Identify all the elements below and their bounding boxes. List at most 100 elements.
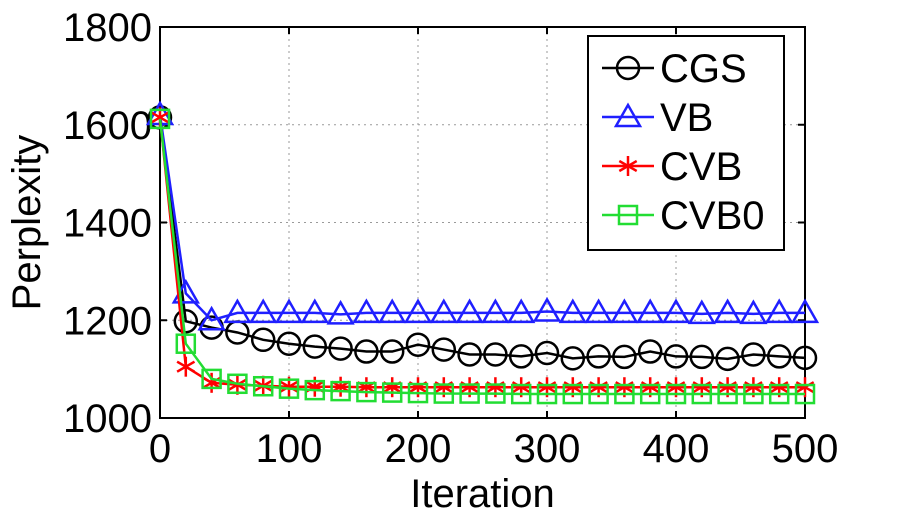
- data-point-cgs: [766, 344, 792, 369]
- data-point-cgs: [534, 340, 560, 366]
- data-point-cgs: [715, 346, 740, 372]
- data-point-vb: [197, 305, 226, 331]
- data-point-cvb0: [252, 375, 274, 397]
- legend-label-cgs: CGS: [660, 47, 747, 91]
- data-point-cgs: [405, 332, 431, 357]
- series-line-cgs: [158, 117, 806, 361]
- x-tick-label: 300: [514, 427, 581, 471]
- data-point-cvb0: [304, 379, 326, 401]
- data-point-cvb: [176, 356, 196, 377]
- legend-item-vb: VB: [602, 96, 713, 140]
- data-point-cvb0: [639, 383, 661, 405]
- data-point-vb: [429, 298, 458, 324]
- asterisk-stroke: [618, 159, 638, 173]
- y-tick-label: 1600: [63, 104, 152, 148]
- series-vb: [145, 100, 820, 331]
- data-point-cgs: [379, 339, 405, 364]
- data-point-vb: [378, 298, 407, 324]
- asterisk-stroke: [176, 360, 196, 373]
- data-point-cvb0: [459, 383, 480, 404]
- data-point-cgs: [457, 342, 482, 367]
- data-point-cgs: [741, 342, 766, 367]
- data-point-vb: [610, 298, 639, 324]
- x-tick-label: 200: [385, 427, 452, 471]
- data-point-vb: [687, 299, 716, 325]
- data-point-cvb0: [536, 383, 558, 405]
- legend-item-cvb0: CVB0: [602, 194, 765, 238]
- data-point-cgs: [508, 344, 534, 369]
- data-point-vb: [790, 298, 820, 324]
- data-point-vb: [739, 299, 768, 325]
- series-line-vb: [158, 114, 805, 322]
- data-point-cgs: [663, 344, 689, 369]
- data-point-cvb0: [691, 383, 713, 405]
- data-point-vb: [249, 298, 278, 324]
- data-point-vb: [455, 298, 484, 324]
- data-point-vb: [713, 298, 742, 324]
- data-point-vb: [558, 298, 587, 324]
- y-tick-label: 1000: [63, 397, 152, 441]
- data-point-cgs: [483, 342, 508, 367]
- data-point-cvb0: [201, 368, 222, 390]
- data-point-vb: [403, 298, 433, 324]
- data-point-cgs: [328, 336, 353, 361]
- data-point-cgs: [276, 331, 302, 356]
- legend-item-cgs: CGS: [602, 47, 747, 91]
- data-point-cvb0: [381, 382, 403, 403]
- x-axis-title: Iteration: [410, 472, 555, 516]
- data-point-cgs: [792, 345, 818, 371]
- data-point-vb: [274, 298, 304, 324]
- data-point-cvb0: [330, 380, 351, 402]
- legend-marker-vb: [613, 102, 643, 128]
- legend: CGS VB CVB CVB0: [587, 35, 785, 251]
- x-tick-label: 100: [256, 427, 323, 471]
- ticks: 0 100 200 300 400 500 1000 1200 1400 1600 1800: [63, 6, 838, 471]
- series-cvb0: [149, 108, 816, 405]
- data-point-cvb0: [717, 383, 738, 405]
- data-point-cvb0: [743, 383, 764, 405]
- data-point-vb: [636, 298, 665, 324]
- data-point-cgs: [302, 334, 328, 359]
- series-line-cvb0: [158, 118, 805, 396]
- data-point-vb: [584, 298, 613, 324]
- data-point-cvb0: [175, 333, 197, 354]
- data-point-cgs: [612, 344, 637, 370]
- data-point-cvb0: [794, 383, 816, 405]
- data-point-cvb0: [510, 383, 532, 405]
- data-point-cgs: [431, 337, 457, 362]
- y-tick-label: 1200: [63, 299, 152, 343]
- y-tick-label: 1800: [63, 6, 152, 50]
- asterisk-stroke: [279, 380, 299, 393]
- data-point-vb: [481, 298, 510, 324]
- data-point-vb: [532, 296, 562, 322]
- legend-label-vb: VB: [660, 96, 713, 140]
- data-point-cvb0: [485, 383, 506, 404]
- data-point-cgs: [354, 339, 379, 364]
- data-point-cgs: [173, 308, 199, 334]
- series: [145, 100, 820, 405]
- asterisk-stroke: [150, 111, 170, 124]
- data-point-cvb0: [278, 378, 300, 399]
- data-point-cvb0: [562, 383, 584, 405]
- x-tick-label: 500: [772, 427, 839, 471]
- data-point-cgs: [637, 339, 663, 364]
- data-point-cvb0: [149, 108, 171, 130]
- data-point-vb: [507, 298, 536, 324]
- legend-marker-cgs: [615, 55, 641, 81]
- legend-marker-cvb0: [617, 204, 639, 226]
- data-point-vb: [326, 299, 355, 325]
- data-point-cgs: [250, 327, 276, 353]
- x-tick-label: 0: [149, 427, 171, 471]
- data-point-vb: [352, 298, 381, 324]
- data-point-cvb0: [407, 382, 429, 404]
- legend-label-cvb0: CVB0: [660, 194, 765, 238]
- data-point-cgs: [689, 344, 715, 370]
- data-point-vb: [223, 298, 252, 324]
- data-point-cvb0: [588, 383, 609, 405]
- data-point-cgs: [586, 344, 611, 369]
- data-point-cvb0: [433, 383, 455, 404]
- data-point-cvb0: [768, 383, 790, 405]
- data-point-vb: [300, 298, 329, 324]
